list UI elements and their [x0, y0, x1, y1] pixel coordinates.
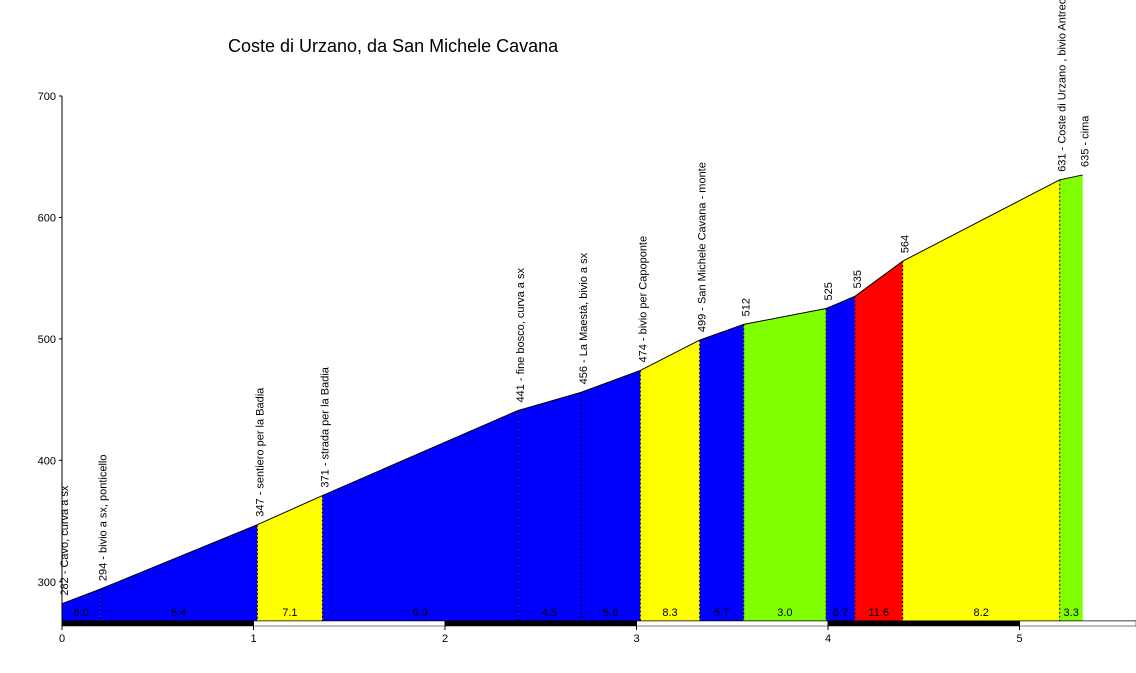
- gradient-label: 4.5: [542, 607, 557, 619]
- x-tick-label: 4: [825, 633, 831, 645]
- point-labels: 282 - Cavo, curva a sx 294 - bivio a sx, …: [59, 0, 1092, 596]
- x-tick-label: 5: [1016, 633, 1022, 645]
- profile-segment-1: [62, 589, 101, 621]
- profile-segment-7: [640, 340, 700, 621]
- point-label: 525: [823, 282, 835, 300]
- x-tick-label: 2: [442, 633, 448, 645]
- gradient-label: 5.7: [714, 607, 729, 619]
- profile-segment-6: [580, 370, 641, 621]
- gradient-label: 8.3: [662, 607, 677, 619]
- x-axis-km-bar: [1019, 620, 1136, 627]
- gradient-labels: 6.0 5.4 7.1 6.9 4.5 5.6 8.3 5.7 3.0 6.7 11.6 8.2 3.3: [74, 607, 1079, 619]
- profile-segment-10: [826, 296, 855, 621]
- profile-segment-5: [517, 392, 581, 621]
- profile-segment-12: [902, 179, 1060, 621]
- chart-title: Coste di Urzano, da San Michele Cavana: [228, 36, 559, 56]
- gradient-label: 6.0: [74, 607, 89, 619]
- profile-segment-3: [257, 495, 323, 621]
- gradient-label: 6.7: [833, 607, 848, 619]
- y-tick-label: 400: [38, 455, 56, 467]
- y-tick-label: 600: [38, 212, 56, 224]
- x-tick-label: 3: [633, 633, 639, 645]
- point-label: 294 - bivio a sx, ponticello: [97, 455, 109, 582]
- x-axis-km-bar: [253, 620, 446, 627]
- gradient-label: 6.9: [412, 607, 427, 619]
- profile-segment-13: [1059, 174, 1083, 621]
- point-label: 371 - strada per la Badia: [319, 366, 331, 487]
- gradient-label: 11.6: [868, 607, 889, 619]
- profile-outline: [61, 174, 1083, 605]
- y-tick-label: 300: [38, 577, 56, 589]
- point-label: 456 - La Maestà, bivio a sx: [578, 252, 590, 384]
- x-tick-label: 1: [250, 633, 256, 645]
- gradient-label: 5.6: [603, 607, 618, 619]
- x-axis-km-bar: [827, 620, 1020, 627]
- point-label: 512: [741, 298, 753, 316]
- gradient-label: 8.2: [974, 607, 989, 619]
- gradient-label: 5.4: [171, 607, 186, 619]
- x-tick-label: 0: [59, 633, 65, 645]
- point-label: 282 - Cavo, curva a sx: [59, 485, 71, 596]
- point-label: 635 - cima: [1080, 115, 1092, 167]
- gradient-label: 7.1: [282, 607, 297, 619]
- profile-segment-8: [699, 324, 744, 621]
- x-axis-km-bar: [61, 620, 254, 627]
- point-label: 499 - San Michele Cavana - monte: [697, 162, 709, 332]
- profile-segment-11: [854, 261, 903, 621]
- x-axis-km-bar: [636, 620, 829, 627]
- point-label: 474 - bivio per Capoponte: [637, 236, 649, 363]
- axes: 300 400 500 600 700 0 1 2 3 4 5: [38, 91, 1136, 645]
- gradient-label: 3.3: [1064, 607, 1079, 619]
- profile-segment-9: [743, 308, 827, 621]
- point-label: 535: [852, 270, 864, 288]
- point-label: 631 - Coste di Urzano , bivio Antreola: [1057, 0, 1069, 172]
- point-label: 564: [900, 235, 912, 253]
- x-axis-km-bar: [444, 620, 637, 627]
- point-label: 347 - sentiero per la Badia: [254, 387, 266, 517]
- point-label: 441 - fine bosco, curva a sx: [515, 268, 527, 403]
- profile-areas: [61, 174, 1083, 621]
- profile-segment-4: [322, 410, 518, 621]
- y-tick-label: 500: [38, 334, 56, 346]
- profile-segment-2: [100, 524, 258, 621]
- y-tick-label: 700: [38, 91, 56, 103]
- gradient-label: 3.0: [777, 607, 792, 619]
